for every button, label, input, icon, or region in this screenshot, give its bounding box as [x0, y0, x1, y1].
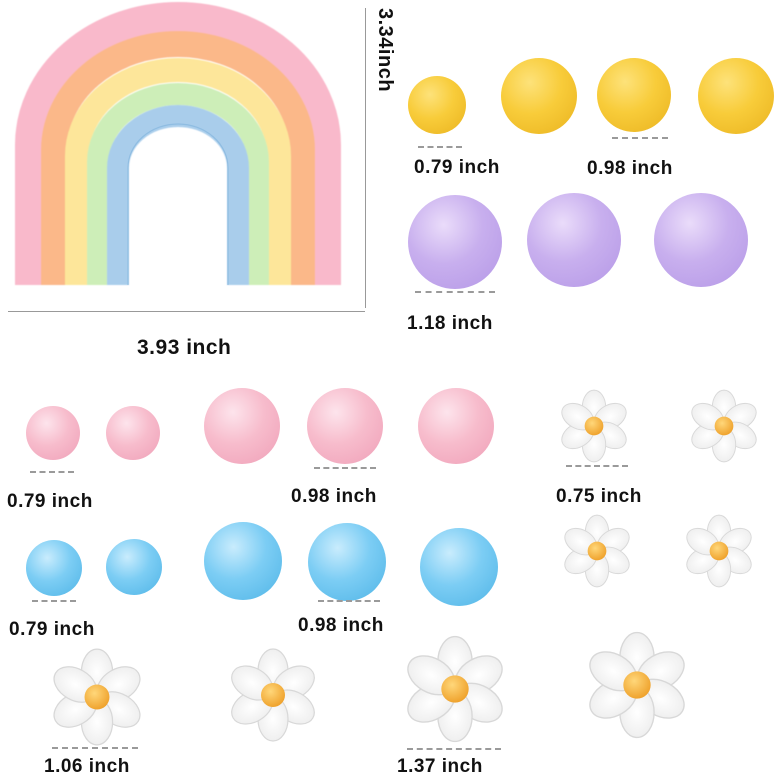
blue-small-dimension — [32, 600, 76, 602]
daisy-large — [400, 635, 510, 743]
purple-dimension — [415, 291, 495, 293]
pink-ball-large — [307, 388, 383, 464]
pink-ball-large — [418, 388, 494, 464]
yellow-ball-large — [597, 58, 671, 132]
blue-ball-small — [106, 539, 162, 595]
clay-rainbow — [14, 2, 341, 285]
pink-large-dimension — [314, 467, 376, 469]
daisy-large — [582, 631, 692, 739]
pink-small-dimension — [30, 471, 74, 473]
daisy-medium — [47, 648, 147, 746]
daisy-small-dimension — [566, 465, 628, 467]
purple-ball — [527, 193, 621, 287]
pink-ball-small — [26, 406, 80, 460]
yellow-ball-small — [408, 76, 466, 134]
blue-large-dimension — [318, 600, 380, 602]
daisy-large-dimension — [407, 748, 501, 750]
daisy-medium-dimension — [52, 747, 138, 749]
rainbow-width-label: 3.93 inch — [137, 336, 232, 359]
width-dimension-line — [8, 311, 365, 312]
pink-large-label: 0.98 inch — [291, 486, 377, 507]
pink-ball-small — [106, 406, 160, 460]
yellow-large-label: 0.98 inch — [587, 158, 673, 179]
daisy-large-label: 1.37 inch — [397, 756, 483, 777]
blue-ball-small — [26, 540, 82, 596]
daisy-small — [556, 389, 632, 463]
rainbow-height-label: 3.34inch — [374, 8, 396, 93]
daisy-small — [686, 389, 762, 463]
daisy-medium — [225, 648, 321, 742]
daisy-small — [559, 514, 635, 588]
daisy-medium-label: 1.06 inch — [44, 756, 130, 777]
daisy-small-label: 0.75 inch — [556, 486, 642, 507]
yellow-large-dimension — [612, 137, 668, 139]
yellow-ball-large — [698, 58, 774, 134]
blue-small-label: 0.79 inch — [9, 619, 95, 640]
yellow-ball-large — [501, 58, 577, 134]
purple-ball — [654, 193, 748, 287]
yellow-small-dimension — [418, 146, 462, 148]
blue-large-label: 0.98 inch — [298, 615, 384, 636]
yellow-small-label: 0.79 inch — [414, 157, 500, 178]
height-dimension-line — [365, 8, 366, 308]
blue-ball-large — [420, 528, 498, 606]
pink-small-label: 0.79 inch — [7, 491, 93, 512]
blue-ball-large — [308, 523, 386, 601]
daisy-small — [681, 514, 757, 588]
purple-ball — [408, 195, 502, 289]
pink-ball-large — [204, 388, 280, 464]
blue-ball-large — [204, 522, 282, 600]
purple-label: 1.18 inch — [407, 313, 493, 334]
